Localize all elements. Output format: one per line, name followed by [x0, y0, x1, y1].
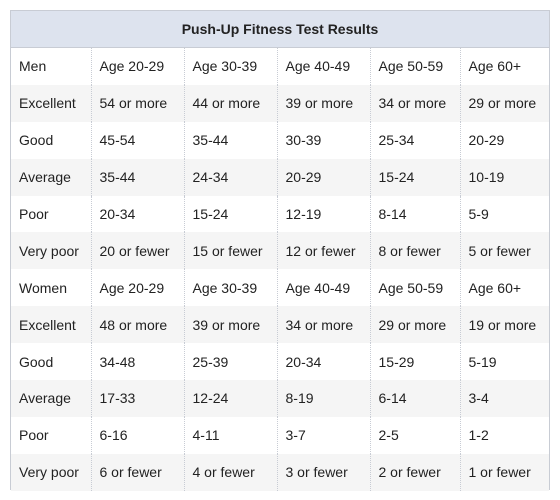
table-row: Poor 6-16 4-11 3-7 2-5 1-2 — [11, 416, 549, 454]
table-cell: Age 30-39 — [184, 48, 278, 85]
table-cell: 5 or fewer — [460, 232, 549, 270]
table-cell: 34-48 — [91, 343, 185, 381]
table-cell: 8-19 — [277, 380, 371, 417]
table-cell: 39 or more — [277, 84, 371, 122]
row-label-cell: Excellent — [11, 306, 92, 344]
table-cell: 12 or fewer — [277, 232, 371, 270]
table-cell: 24-34 — [184, 158, 278, 196]
table-cell: 5-9 — [460, 195, 549, 233]
table-cell: 3-4 — [460, 380, 549, 417]
table-cell: 6-14 — [370, 380, 461, 417]
table-cell: 35-44 — [184, 121, 278, 159]
table-row: Men Age 20-29 Age 30-39 Age 40-49 Age 50-59 A… — [11, 48, 549, 85]
table-cell: 20-34 — [277, 343, 371, 381]
table-cell: Age 40-49 — [277, 269, 371, 307]
table-cell: 3-7 — [277, 416, 371, 454]
table-cell: Age 30-39 — [184, 269, 278, 307]
row-label-cell: Good — [11, 343, 92, 381]
table-row: Excellent 48 or more 39 or more 34 or more 2… — [11, 306, 549, 344]
table-cell: Age 20-29 — [91, 48, 185, 85]
table-cell: 30-39 — [277, 121, 371, 159]
table-cell: 15-24 — [370, 158, 461, 196]
table-cell: 3 or fewer — [277, 453, 371, 491]
table-cell: 19 or more — [460, 306, 549, 344]
table-row: Good 34-48 25-39 20-34 15-29 5-19 — [11, 343, 549, 381]
row-label-cell: Women — [11, 269, 92, 307]
table-cell: 15-24 — [184, 195, 278, 233]
table-cell: 34 or more — [370, 84, 461, 122]
table-cell: 25-39 — [184, 343, 278, 381]
table-cell: 2-5 — [370, 416, 461, 454]
table-cell: 54 or more — [91, 84, 185, 122]
table-body: Men Age 20-29 Age 30-39 Age 40-49 Age 50-59 A… — [11, 48, 549, 491]
row-label-cell: Average — [11, 158, 92, 196]
table-cell: 6 or fewer — [91, 453, 185, 491]
table-cell: 8 or fewer — [370, 232, 461, 270]
table-row: Excellent 54 or more 44 or more 39 or more 3… — [11, 84, 549, 122]
table-cell: Age 60+ — [460, 48, 549, 85]
table-cell: 44 or more — [184, 84, 278, 122]
row-label-cell: Very poor — [11, 232, 92, 270]
table-cell: 17-33 — [91, 380, 185, 417]
table-cell: Age 50-59 — [370, 269, 461, 307]
row-label-cell: Excellent — [11, 84, 92, 122]
table-cell: 2 or fewer — [370, 453, 461, 491]
table-cell: 1 or fewer — [460, 453, 549, 491]
table-row: Very poor 20 or fewer 15 or fewer 12 or few… — [11, 232, 549, 270]
table-cell: 20-34 — [91, 195, 185, 233]
table-cell: 20-29 — [277, 158, 371, 196]
results-grid: Men Age 20-29 Age 30-39 Age 40-49 Age 50-59 A… — [11, 48, 549, 491]
table-cell: 45-54 — [91, 121, 185, 159]
row-label-cell: Poor — [11, 416, 92, 454]
table-cell: 48 or more — [91, 306, 185, 344]
table-row: Women Age 20-29 Age 30-39 Age 40-49 Age 50-5… — [11, 269, 549, 307]
table-cell: 12-19 — [277, 195, 371, 233]
row-label-cell: Good — [11, 121, 92, 159]
table-cell: 10-19 — [460, 158, 549, 196]
table-cell: 15 or fewer — [184, 232, 278, 270]
results-table: Push-Up Fitness Test Results Men Age 20-2… — [10, 10, 550, 491]
table-cell: 35-44 — [91, 158, 185, 196]
table-cell: 12-24 — [184, 380, 278, 417]
table-cell: 29 or more — [370, 306, 461, 344]
table-cell: 4-11 — [184, 416, 278, 454]
table-cell: 34 or more — [277, 306, 371, 344]
table-cell: 15-29 — [370, 343, 461, 381]
table-cell: 5-19 — [460, 343, 549, 381]
table-cell: Age 20-29 — [91, 269, 185, 307]
table-cell: 20 or fewer — [91, 232, 185, 270]
table-cell: 1-2 — [460, 416, 549, 454]
table-cell: Age 40-49 — [277, 48, 371, 85]
table-row: Average 35-44 24-34 20-29 15-24 10-19 — [11, 158, 549, 196]
table-cell: 4 or fewer — [184, 453, 278, 491]
table-row: Good 45-54 35-44 30-39 25-34 20-29 — [11, 121, 549, 159]
row-label-cell: Average — [11, 380, 92, 417]
table-title: Push-Up Fitness Test Results — [11, 11, 549, 48]
table-cell: 20-29 — [460, 121, 549, 159]
table-cell: Age 60+ — [460, 269, 549, 307]
table-row: Very poor 6 or fewer 4 or fewer 3 or fewer 2… — [11, 453, 549, 491]
table-cell: 8-14 — [370, 195, 461, 233]
table-cell: Age 50-59 — [370, 48, 461, 85]
table-cell: 25-34 — [370, 121, 461, 159]
table-cell: 39 or more — [184, 306, 278, 344]
row-label-cell: Men — [11, 48, 92, 85]
table-row: Poor 20-34 15-24 12-19 8-14 5-9 — [11, 195, 549, 233]
table-cell: 29 or more — [460, 84, 549, 122]
row-label-cell: Poor — [11, 195, 92, 233]
row-label-cell: Very poor — [11, 453, 92, 491]
table-row: Average 17-33 12-24 8-19 6-14 3-4 — [11, 380, 549, 417]
table-cell: 6-16 — [91, 416, 185, 454]
